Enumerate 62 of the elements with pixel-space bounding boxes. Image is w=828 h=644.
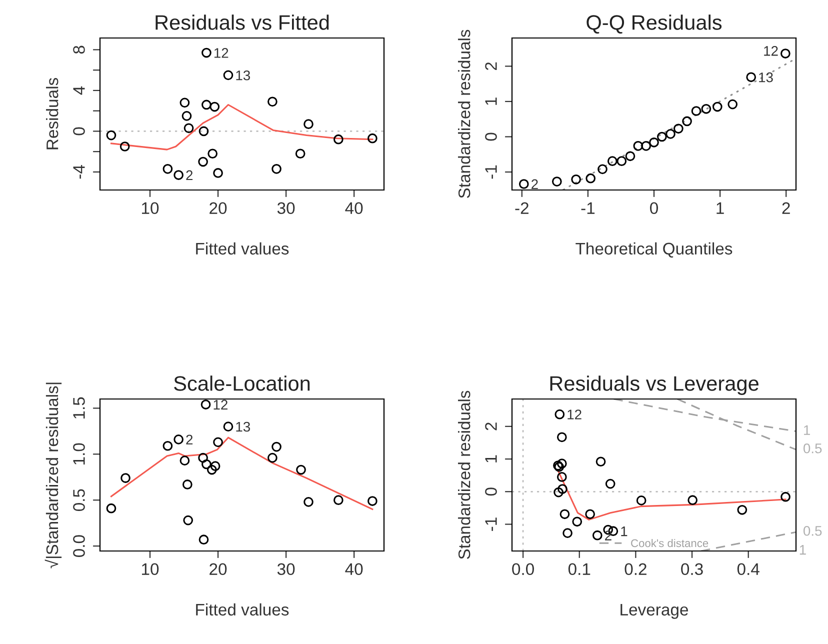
y-axis-title: √|Standardized residuals| bbox=[44, 382, 62, 568]
chart-title: Residuals vs Leverage bbox=[550, 376, 758, 395]
y-tick-label: 1 bbox=[485, 455, 497, 462]
y-tick-label: -1 bbox=[485, 165, 497, 179]
x-tick-label: 10 bbox=[142, 563, 159, 576]
x-tick-label: 0.0 bbox=[512, 563, 534, 576]
annotation: 0.5 bbox=[803, 526, 822, 536]
y-tick-label: 4 bbox=[73, 86, 85, 95]
annotation: 12 bbox=[568, 410, 582, 420]
x-tick-label: 1 bbox=[716, 202, 724, 214]
text: 1 bbox=[800, 545, 806, 555]
x-tick-label: 0.1 bbox=[568, 563, 590, 576]
y-tick-label: -4 bbox=[73, 165, 85, 179]
annotation: 1 bbox=[621, 526, 628, 536]
y-tick-label: 2 bbox=[485, 422, 497, 430]
chart-title: Q-Q Residuals bbox=[586, 14, 722, 34]
x-tick-label: 0.2 bbox=[624, 563, 646, 576]
x-axis-title: Theoretical Quantiles bbox=[576, 242, 732, 258]
annotation: 12 bbox=[214, 48, 228, 58]
y-axis-title: Standardized residuals bbox=[458, 30, 470, 198]
y-tick-label: 0 bbox=[73, 127, 85, 136]
y-tick-label: 1 bbox=[485, 98, 497, 105]
x-tick-label: 10 bbox=[142, 202, 159, 214]
annotation: 1 bbox=[804, 425, 810, 435]
x-tick-label: -1 bbox=[581, 202, 595, 214]
y-tick-label: 8 bbox=[73, 46, 85, 54]
y-tick-label: 0 bbox=[485, 488, 497, 496]
chart-title: Residuals vs Fitted bbox=[156, 14, 329, 30]
x-axis-title: Fitted values bbox=[196, 242, 289, 255]
y-tick-label: -1 bbox=[485, 518, 497, 531]
annotation: 13 bbox=[759, 72, 773, 82]
x-tick-label: 0 bbox=[650, 202, 658, 214]
annotation: 12 bbox=[214, 400, 228, 410]
y-tick-label: 1.0 bbox=[73, 443, 85, 464]
x-axis-title: Leverage bbox=[620, 604, 688, 619]
y-axis-title: Residuals bbox=[46, 78, 58, 150]
y-tick-label: 1.5 bbox=[73, 397, 85, 418]
x-tick-label: 0.4 bbox=[737, 563, 760, 576]
x-axis-title: Fitted values bbox=[196, 603, 289, 616]
y-tick-label: 0.5 bbox=[73, 489, 85, 512]
x-tick-label: -2 bbox=[515, 202, 528, 214]
annotation: 0.5 bbox=[803, 443, 822, 454]
y-axis-title: Standardized residuals bbox=[458, 390, 470, 560]
x-tick-label: 30 bbox=[277, 202, 295, 214]
annotation: 2 bbox=[186, 170, 193, 180]
x-tick-label: 2 bbox=[782, 202, 790, 214]
annotation: 2 bbox=[532, 179, 538, 189]
annotation: 12 bbox=[764, 46, 778, 56]
x-tick-label: 20 bbox=[210, 202, 227, 214]
x-tick-label: 40 bbox=[345, 563, 363, 576]
annotation: 2 bbox=[186, 434, 193, 444]
x-tick-label: 30 bbox=[277, 563, 295, 576]
annotation: 13 bbox=[236, 422, 250, 432]
y-tick-label: 0 bbox=[485, 132, 497, 141]
y-tick-label: 0.0 bbox=[73, 535, 85, 557]
chart-title: Scale-Location bbox=[174, 376, 310, 391]
y-tick-label: 2 bbox=[485, 62, 497, 70]
x-tick-label: 40 bbox=[345, 202, 363, 214]
legend-label: Cook's distance bbox=[631, 538, 708, 548]
x-tick-label: 20 bbox=[210, 563, 227, 576]
annotation: 13 bbox=[236, 70, 250, 80]
x-tick-label: 0.3 bbox=[681, 563, 703, 576]
